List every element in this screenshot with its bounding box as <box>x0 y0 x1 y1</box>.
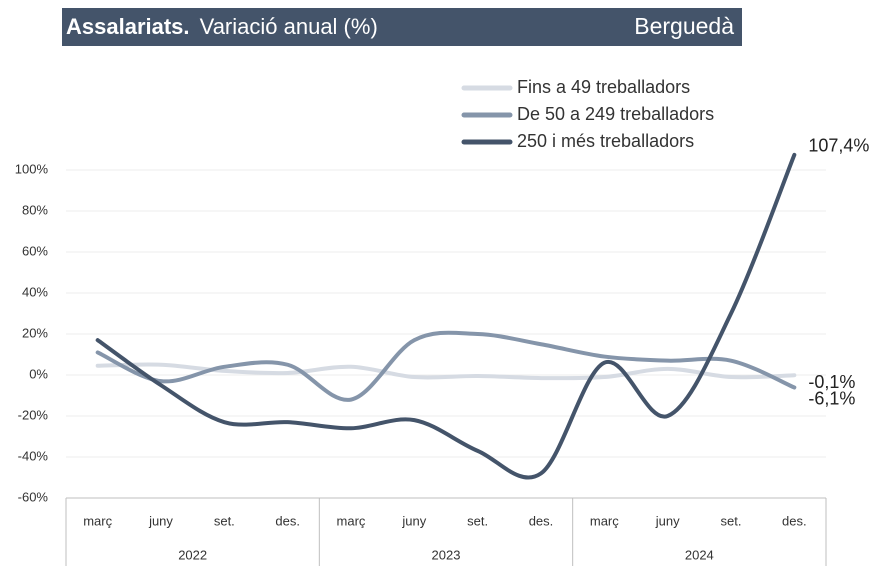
x-tick-label: març <box>590 513 619 528</box>
chart-title: Assalariats. <box>66 14 190 39</box>
y-tick-label: 100% <box>15 161 49 176</box>
series-line <box>95 362 797 381</box>
series-line <box>95 152 797 480</box>
series-line <box>95 330 797 402</box>
x-tick-label: juny <box>401 513 426 528</box>
y-tick-label: 20% <box>22 325 48 340</box>
x-tick-label: des. <box>529 513 554 528</box>
y-tick-label: -60% <box>18 489 49 504</box>
x-tick-label: juny <box>655 513 680 528</box>
region-label: Berguedà <box>634 13 734 39</box>
y-tick-label: -40% <box>18 448 49 463</box>
x-tick-label: des. <box>275 513 300 528</box>
y-tick-label: 80% <box>22 202 48 217</box>
title-line: Assalariats. Variació anual (%) <box>66 14 378 39</box>
y-tick-label: 0% <box>29 366 48 381</box>
title-bar <box>62 8 742 46</box>
legend-label: Fins a 49 treballadors <box>517 77 690 97</box>
x-tick-label: des. <box>782 513 807 528</box>
y-tick-label: 40% <box>22 284 48 299</box>
end-label: -0,1% <box>808 372 855 392</box>
legend-label: 250 i més treballadors <box>517 131 694 151</box>
year-label: 2022 <box>178 547 207 562</box>
end-label: 107,4% <box>808 136 869 156</box>
x-tick-label: set. <box>721 513 742 528</box>
chart-subtitle: Variació anual (%) <box>200 14 378 39</box>
end-label: -6,1% <box>808 388 855 408</box>
x-tick-label: març <box>83 513 112 528</box>
x-tick-label: juny <box>148 513 173 528</box>
legend-label: De 50 a 249 treballadors <box>517 104 714 124</box>
x-tick-label: març <box>337 513 366 528</box>
year-label: 2023 <box>432 547 461 562</box>
y-tick-label: 60% <box>22 243 48 258</box>
y-tick-label: -20% <box>18 407 49 422</box>
year-label: 2024 <box>685 547 714 562</box>
x-tick-label: set. <box>214 513 235 528</box>
x-tick-label: set. <box>467 513 488 528</box>
